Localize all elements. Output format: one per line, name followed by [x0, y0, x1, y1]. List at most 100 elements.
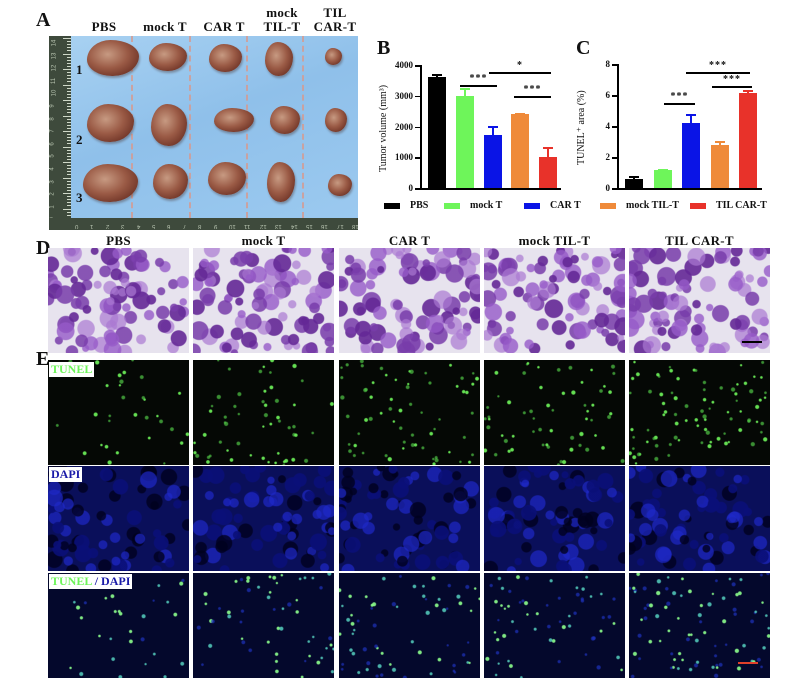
- ruler-tick: [67, 205, 71, 207]
- y-axis-label: TUNEL⁺ area (%): [576, 90, 587, 165]
- significance-line: [460, 85, 497, 87]
- panel-a-header-line: mock T: [143, 19, 187, 34]
- ruler-tick: [67, 72, 71, 74]
- ruler-tick: [63, 146, 71, 148]
- ruler-tick: [63, 69, 71, 70]
- ruler-tick: [67, 124, 71, 126]
- replicate-label: 3: [76, 190, 83, 205]
- significance-line: [514, 96, 551, 98]
- y-tick: [415, 95, 420, 98]
- panel-d-header: mock T: [241, 233, 286, 248]
- panel-d-header: TIL CAR-T: [665, 233, 734, 248]
- ruler-tick: [67, 109, 71, 111]
- ruler-tick: [67, 183, 71, 185]
- x-axis: [420, 188, 561, 190]
- ruler-tick: [67, 152, 71, 154]
- scale-bar: [742, 341, 762, 343]
- legend-item: CAR T: [524, 200, 581, 211]
- ruler-tick: [67, 211, 71, 213]
- ruler-tick: [67, 62, 71, 64]
- bar-mock-t: [653, 170, 672, 188]
- panel-a-header-line: mock: [266, 5, 298, 20]
- ruler-tick: [63, 38, 71, 39]
- error-bar-cap: [459, 88, 470, 91]
- panel-a-header-line: CAR T: [203, 19, 245, 34]
- legend-swatch: [524, 202, 540, 209]
- dapi-micrograph: [484, 466, 625, 571]
- tumor-specimen: [87, 104, 134, 142]
- error-bar-cap: [629, 175, 639, 178]
- ruler-tick: [67, 112, 71, 114]
- he-micrograph: [193, 248, 334, 353]
- divider-dashed-line: [302, 36, 304, 218]
- ruler-tick: [67, 180, 71, 182]
- y-tick-label: 8: [605, 59, 611, 69]
- legend-item: mock T: [444, 200, 502, 211]
- y-tick: [415, 188, 420, 190]
- ruler-tick: [67, 155, 71, 157]
- panel-d-header: CAR T: [388, 233, 431, 248]
- panel-a-header-1: mock T: [135, 20, 195, 34]
- ruler-tick: [67, 41, 71, 43]
- panel-a-header-line: TIL-T: [263, 19, 301, 34]
- panel-a-header-2: CAR T: [194, 20, 254, 34]
- legend-item: TIL CAR-T: [690, 200, 767, 211]
- ruler-tick: [63, 177, 71, 179]
- ruler-tick: [67, 47, 71, 49]
- bar-car-t: [682, 122, 700, 188]
- legend-label: TIL CAR-T: [716, 200, 767, 211]
- he-micrograph: [484, 248, 625, 353]
- panel-letter-d: D: [36, 237, 51, 259]
- panel-a-header-4: TIL CAR-T: [305, 6, 365, 34]
- merge-label-tunel: TUNEL: [51, 574, 92, 588]
- tumor-specimen: [87, 40, 139, 76]
- divider-dashed-line: [189, 36, 191, 218]
- ruler-tick: [67, 143, 71, 145]
- ruler-tick: [67, 140, 71, 142]
- tunel-micrograph: [48, 360, 189, 465]
- ruler-tick: [67, 90, 71, 92]
- ruler-tick: [63, 115, 71, 117]
- ruler-tick: [67, 214, 71, 216]
- error-bar-cap: [543, 147, 554, 150]
- ruler-tick: [67, 78, 71, 80]
- y-tick: [612, 157, 617, 159]
- error-bar-cap: [515, 112, 526, 115]
- legend-swatch: [600, 202, 616, 209]
- chart-legend: PBS mock T CAR T mock TIL-T TIL CAR-T: [384, 200, 794, 214]
- ruler-tick: [67, 174, 71, 176]
- y-tick-label: 2000: [395, 121, 413, 132]
- significance-stars: ***: [723, 74, 741, 85]
- tunel-micrograph: [339, 360, 480, 465]
- merge-micrograph: [48, 573, 189, 678]
- tumor-specimen: [209, 44, 242, 72]
- merge-row-label: TUNEL / DAPI: [49, 574, 133, 589]
- panel-a-header-0: PBS: [74, 20, 134, 34]
- significance-stars: ***: [670, 91, 689, 102]
- error-bar-cap: [657, 169, 668, 172]
- ruler-tick: [67, 96, 71, 98]
- tumor-specimen: [265, 42, 293, 76]
- panel-letter-e: E: [36, 348, 50, 370]
- y-tick-label: 4: [605, 121, 611, 131]
- ruler-tick: [63, 162, 71, 163]
- y-axis: [617, 64, 619, 190]
- ruler-tick: [67, 87, 71, 89]
- scale-bar: [738, 662, 758, 664]
- y-tick-label: 4000: [395, 60, 413, 70]
- y-tick: [612, 64, 617, 66]
- panel-d-header: mock TIL-T: [518, 233, 591, 248]
- y-tick: [415, 126, 420, 128]
- tumor-specimen: [153, 164, 188, 199]
- bar-til-car-t: [539, 157, 558, 188]
- he-micrograph: [48, 248, 189, 353]
- ruler-tick: [67, 171, 71, 173]
- ruler-tick: [67, 81, 71, 83]
- error-bar-cap: [743, 90, 753, 93]
- bar-mock-til-t: [710, 144, 729, 188]
- error-bar-cap: [487, 125, 498, 128]
- ruler-tick: [67, 50, 71, 52]
- bar-pbs: [625, 178, 643, 188]
- error-bar: [547, 147, 550, 158]
- ruler-tick: [67, 149, 71, 151]
